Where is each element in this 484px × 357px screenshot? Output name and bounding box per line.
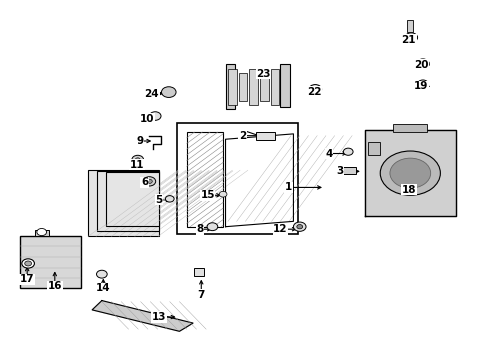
Text: 12: 12 (272, 224, 287, 234)
Circle shape (96, 270, 107, 278)
Circle shape (132, 155, 143, 164)
Circle shape (408, 35, 413, 40)
Circle shape (37, 228, 46, 236)
Text: 5: 5 (155, 195, 162, 205)
Circle shape (149, 112, 161, 120)
Text: 13: 13 (151, 312, 166, 322)
Circle shape (308, 85, 321, 94)
Bar (225, 64, 235, 109)
Text: 4: 4 (324, 149, 332, 159)
Text: 14: 14 (96, 283, 110, 293)
Circle shape (207, 223, 217, 231)
Bar (259, 73, 268, 101)
Circle shape (404, 33, 417, 42)
Circle shape (293, 222, 305, 231)
Circle shape (417, 80, 427, 88)
Bar (227, 69, 236, 105)
Text: 15: 15 (200, 190, 214, 200)
Circle shape (146, 179, 152, 183)
Text: 9: 9 (136, 136, 143, 146)
Circle shape (219, 191, 227, 197)
Circle shape (25, 261, 31, 266)
Text: 21: 21 (401, 35, 415, 45)
Bar (238, 73, 247, 101)
Bar (407, 20, 412, 32)
Bar (177, 123, 298, 234)
Text: 3: 3 (335, 166, 342, 176)
Bar (186, 132, 223, 227)
Text: 2: 2 (239, 131, 245, 141)
Bar (88, 170, 158, 236)
Circle shape (296, 225, 302, 229)
Text: 18: 18 (401, 185, 415, 195)
Bar (256, 132, 274, 140)
Bar (20, 236, 81, 288)
Bar (249, 69, 257, 105)
Circle shape (165, 196, 174, 202)
Circle shape (22, 259, 34, 268)
Bar (367, 142, 379, 155)
Text: 17: 17 (20, 274, 34, 284)
Text: 10: 10 (139, 114, 154, 124)
Text: 16: 16 (47, 281, 62, 291)
Text: 19: 19 (413, 81, 427, 91)
Polygon shape (92, 301, 193, 331)
Text: 8: 8 (197, 224, 203, 234)
Circle shape (389, 158, 430, 188)
Circle shape (143, 177, 155, 186)
Circle shape (161, 87, 176, 97)
Text: 1: 1 (285, 182, 291, 192)
Bar (35, 230, 48, 236)
Bar (193, 268, 204, 276)
Text: 7: 7 (197, 290, 205, 300)
Polygon shape (364, 130, 455, 216)
Bar (106, 172, 159, 226)
Circle shape (416, 59, 428, 68)
Bar (270, 69, 279, 105)
Circle shape (379, 151, 439, 195)
Polygon shape (225, 134, 293, 227)
Bar (280, 64, 289, 107)
Circle shape (311, 87, 318, 92)
Bar (392, 124, 426, 132)
Bar (97, 171, 159, 231)
Bar (340, 167, 355, 174)
Text: 24: 24 (144, 89, 159, 99)
Text: 22: 22 (306, 87, 321, 97)
Circle shape (135, 158, 140, 161)
Text: 11: 11 (130, 160, 144, 170)
Text: 20: 20 (413, 60, 427, 70)
Circle shape (419, 61, 425, 66)
Text: 6: 6 (141, 177, 148, 187)
Circle shape (343, 148, 352, 155)
Text: 23: 23 (256, 69, 270, 79)
